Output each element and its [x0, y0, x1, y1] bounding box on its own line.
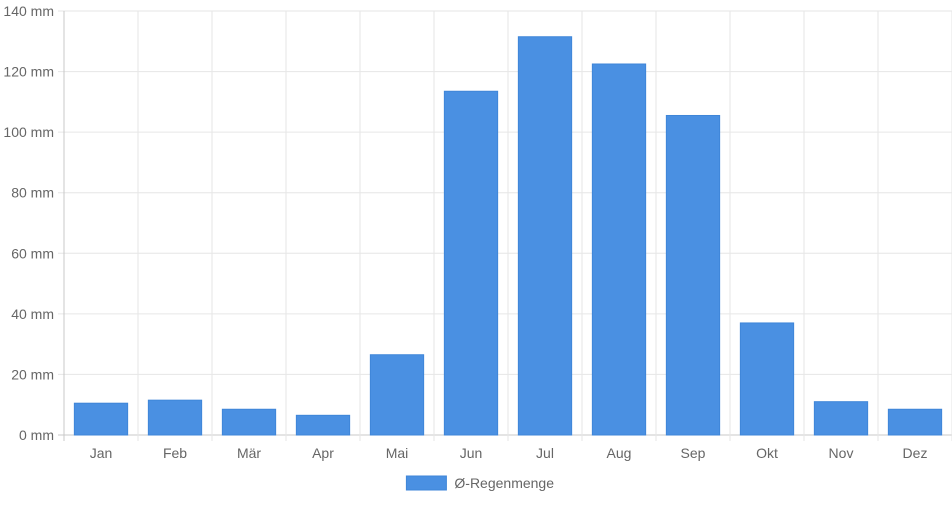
bar-okt	[739, 322, 795, 436]
x-tick-label: Okt	[756, 445, 778, 461]
x-tick-label: Aug	[607, 445, 632, 461]
bar-feb	[147, 399, 203, 436]
x-tick-label: Nov	[829, 445, 854, 461]
legend-label: Ø-Regenmenge	[454, 475, 554, 491]
x-tick-label: Jan	[90, 445, 113, 461]
legend: Ø-Regenmenge	[405, 475, 554, 491]
bar-dez	[887, 408, 943, 436]
bar-mär	[221, 408, 277, 436]
grid-layer	[58, 10, 952, 441]
bar-jan	[73, 402, 129, 436]
x-tick-label: Jun	[460, 445, 483, 461]
y-axis-ticks: 0 mm 20 mm 40 mm 60 mm 80 mm 100 mm 120 mm 140 …	[3, 3, 54, 443]
bar-jul	[517, 36, 573, 436]
x-tick-label: Sep	[681, 445, 706, 461]
y-tick-label: 140 mm	[3, 3, 54, 19]
bar-nov	[813, 401, 869, 436]
x-axis-ticks: Jan Feb Mär Apr Mai Jun Jul Aug Sep Okt Nov Dez	[90, 445, 928, 461]
legend-swatch	[405, 475, 447, 491]
x-tick-label: Jul	[536, 445, 554, 461]
bar-layer	[73, 36, 943, 436]
y-tick-label: 0 mm	[19, 427, 54, 443]
x-tick-label: Mai	[386, 445, 409, 461]
y-tick-label: 40 mm	[11, 306, 54, 322]
y-tick-label: 60 mm	[11, 245, 54, 261]
bar-jun	[443, 90, 499, 436]
y-tick-label: 20 mm	[11, 366, 54, 382]
x-tick-label: Apr	[312, 445, 334, 461]
y-tick-label: 80 mm	[11, 185, 54, 201]
bar-mai	[369, 354, 425, 436]
bar-apr	[295, 414, 351, 436]
bar-sep	[665, 114, 721, 436]
x-tick-label: Feb	[163, 445, 187, 461]
x-tick-label: Dez	[903, 445, 928, 461]
bar-aug	[591, 63, 647, 436]
y-tick-label: 100 mm	[3, 124, 54, 140]
y-tick-label: 120 mm	[3, 64, 54, 80]
x-tick-label: Mär	[237, 445, 261, 461]
